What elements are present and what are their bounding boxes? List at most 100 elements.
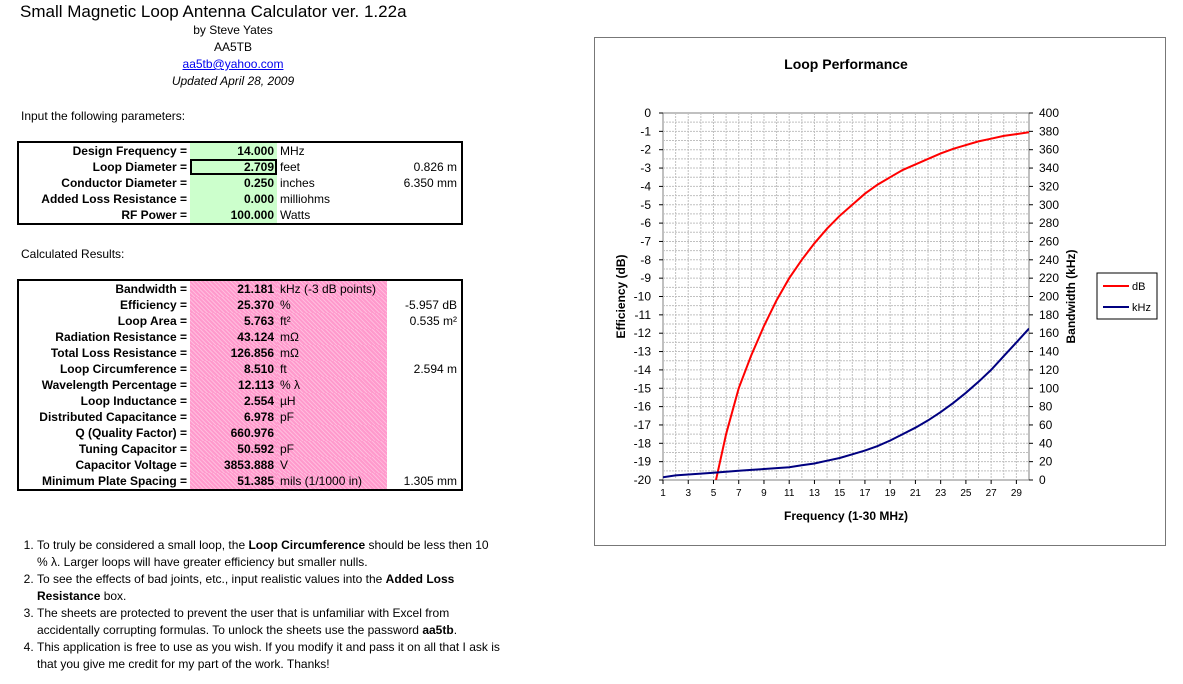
input-value[interactable]: 2.709 <box>190 159 277 175</box>
y2-tick-label: 260 <box>1039 234 1059 248</box>
email-link[interactable]: aa5tb@yahoo.com <box>182 57 284 71</box>
y-tick-label: -16 <box>634 400 652 414</box>
input-value[interactable]: 0.250 <box>190 175 277 191</box>
result-value: 660.976 <box>190 425 277 441</box>
input-metric-value: 0.826 m <box>413 160 457 174</box>
input-value[interactable]: 100.000 <box>190 207 277 224</box>
x-tick-label: 21 <box>910 488 922 499</box>
input-unit: inches <box>280 176 315 190</box>
y2-tick-label: 220 <box>1039 271 1059 285</box>
series-line-db <box>715 131 1029 480</box>
app-title: Small Magnetic Loop Antenna Calculator v… <box>20 2 407 21</box>
y2-tick-label: 20 <box>1039 455 1053 469</box>
y-axis-label: Efficiency (dB) <box>614 254 628 338</box>
notes-list: To truly be considered a small loop, the… <box>21 537 501 673</box>
result-row: Bandwidth = 21.181 kHz (-3 dB points) <box>18 280 462 297</box>
result-label: Wavelength Percentage = <box>41 378 187 392</box>
y2-tick-label: 80 <box>1039 400 1053 414</box>
result-row: Minimum Plate Spacing = 51.385 mils (1/100… <box>18 473 462 490</box>
result-label: Tuning Capacitor = <box>78 442 187 456</box>
input-unit: milliohms <box>280 192 331 206</box>
x-tick-label: 3 <box>685 488 691 499</box>
result-row: Loop Circumference = 8.510 ft 2.594 m <box>18 361 462 377</box>
legend-label-khz: kHz <box>1132 302 1151 314</box>
input-value[interactable]: 0.000 <box>190 191 277 207</box>
chart-title: Loop Performance <box>784 56 908 72</box>
input-label: RF Power = <box>121 208 187 222</box>
input-label: Added Loss Resistance = <box>41 192 187 206</box>
y2-tick-label: 320 <box>1039 179 1059 193</box>
result-unit: mils (1/1000 in) <box>277 473 387 490</box>
x-tick-label: 11 <box>784 488 795 499</box>
y-tick-label: -17 <box>634 418 652 432</box>
input-label: Conductor Diameter = <box>61 176 187 190</box>
y-tick-label: -2 <box>640 143 651 157</box>
result-metric-value <box>387 441 462 457</box>
updated-date: Updated April 28, 2009 <box>171 74 295 88</box>
input-row: Conductor Diameter = 0.250 inches 6.350 mm <box>18 175 462 191</box>
input-value[interactable]: 14.000 <box>190 142 277 159</box>
result-row: Capacitor Voltage = 3853.888 V <box>18 457 462 473</box>
input-unit: MHz <box>280 144 305 158</box>
note-emphasis: Loop Circumference <box>248 538 366 552</box>
result-row: Efficiency = 25.370% -5.957 dB <box>18 297 462 313</box>
result-metric-value: 2.594 m <box>413 362 457 376</box>
y-tick-label: -9 <box>640 271 651 285</box>
input-label: Loop Diameter = <box>92 160 187 174</box>
note-text: box. <box>100 589 127 603</box>
y2-tick-label: 380 <box>1039 124 1059 138</box>
result-label: Distributed Capacitance = <box>39 410 187 424</box>
input-row: RF Power = 100.000 Watts <box>18 207 462 224</box>
y-tick-label: -3 <box>640 161 651 175</box>
result-metric-value <box>387 425 462 441</box>
author-line: by Steve Yates <box>193 23 273 37</box>
chart-canvas: Loop Performance 0 -1 -2 -3 -4 -5 -6 -7 -8 -9 -10 -1… <box>614 56 1158 523</box>
result-label: Efficiency = <box>119 298 187 312</box>
x-tick-label: 19 <box>885 488 897 499</box>
x-tick-label: 23 <box>935 488 947 499</box>
result-row: Wavelength Percentage = 12.113% λ <box>18 377 462 393</box>
input-metric-value <box>387 207 462 224</box>
y-tick-label: -12 <box>634 326 652 340</box>
result-value: 43.124 <box>190 329 277 345</box>
y-tick-label: -20 <box>634 473 652 487</box>
result-row: Radiation Resistance = 43.124 mΩ <box>18 329 462 345</box>
legend-label-db: dB <box>1132 281 1145 293</box>
input-row: Loop Diameter = 2.709 feet 0.826 m <box>18 159 462 175</box>
result-metric-value <box>387 377 462 393</box>
y-tick-label: -14 <box>634 363 652 377</box>
y2-axis-label: Bandwidth (kHz) <box>1064 250 1078 344</box>
y-tick-label: 0 <box>644 106 651 120</box>
result-row: Loop Inductance = 2.554 µH <box>18 393 462 409</box>
result-label: Radiation Resistance = <box>55 330 187 344</box>
result-unit: % <box>277 297 387 313</box>
x-tick-label: 17 <box>859 488 871 499</box>
y-tick-label: -7 <box>640 234 651 248</box>
result-value: 3853.888 <box>190 457 277 473</box>
note-text: This application is free to use as you w… <box>37 640 500 671</box>
input-section-label: Input the following parameters: <box>21 109 186 123</box>
y-tick-label: -10 <box>634 290 652 304</box>
input-metric-value <box>387 191 462 207</box>
result-value: 6.978 <box>190 409 277 425</box>
y2-tick-label: 40 <box>1039 436 1053 450</box>
input-metric-value: 6.350 mm <box>403 176 457 190</box>
x-axis-label: Frequency (1-30 MHz) <box>784 509 908 523</box>
loop-performance-chart: Loop Performance 0 -1 -2 -3 -4 -5 -6 -7 -8 -9 -10 -1… <box>594 37 1166 546</box>
x-tick-label: 7 <box>736 488 742 499</box>
note-emphasis: aa5tb <box>422 623 454 637</box>
note-item: To see the effects of bad joints, etc., … <box>37 571 501 605</box>
result-metric-value: 1.305 mm <box>403 474 457 488</box>
result-unit: pF <box>277 409 387 425</box>
result-value: 2.554 <box>190 393 277 409</box>
result-metric-value: 0.535 m² <box>409 314 457 328</box>
result-unit: ft <box>277 361 387 377</box>
input-label: Design Frequency = <box>72 144 187 158</box>
y-tick-label: -6 <box>640 216 651 230</box>
result-label: Loop Area = <box>117 314 187 328</box>
note-item: This application is free to use as you w… <box>37 639 501 673</box>
input-metric-value <box>387 142 462 159</box>
result-label: Loop Inductance = <box>80 394 187 408</box>
x-tick-label: 25 <box>960 488 972 499</box>
input-unit: feet <box>280 160 301 174</box>
